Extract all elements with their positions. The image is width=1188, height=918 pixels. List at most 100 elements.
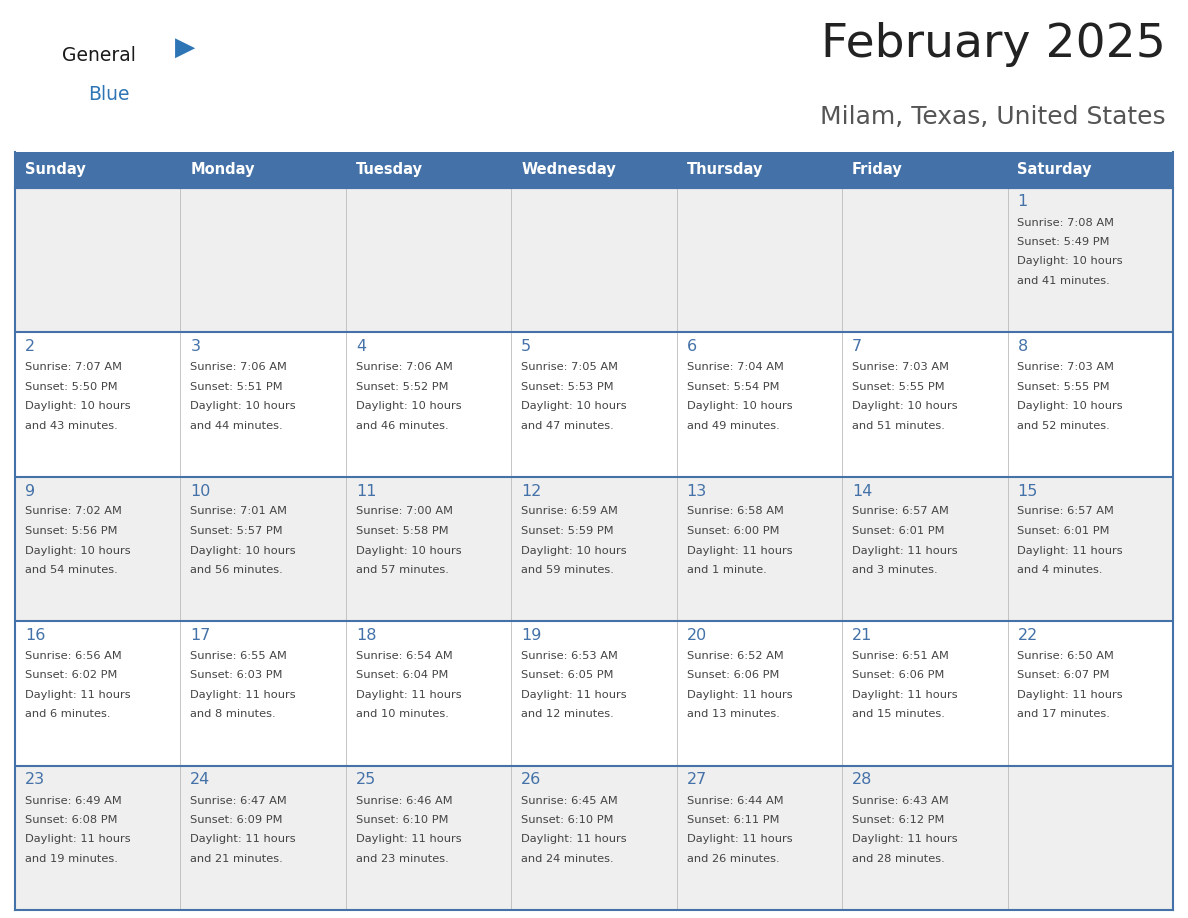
- Text: Daylight: 11 hours: Daylight: 11 hours: [1017, 545, 1123, 555]
- Text: 6: 6: [687, 339, 697, 354]
- Bar: [842, 152, 1007, 187]
- Text: and 21 minutes.: and 21 minutes.: [190, 854, 283, 864]
- Text: 28: 28: [852, 773, 872, 788]
- Text: and 26 minutes.: and 26 minutes.: [687, 854, 779, 864]
- Text: 15: 15: [1017, 484, 1038, 498]
- Bar: [181, 766, 346, 910]
- Bar: [677, 187, 842, 332]
- Text: Daylight: 10 hours: Daylight: 10 hours: [687, 401, 792, 411]
- Text: Sunrise: 6:43 AM: Sunrise: 6:43 AM: [852, 796, 949, 805]
- Bar: [181, 187, 346, 332]
- Bar: [511, 621, 677, 766]
- Bar: [1007, 187, 1173, 332]
- Text: Sunrise: 7:03 AM: Sunrise: 7:03 AM: [1017, 362, 1114, 372]
- Text: Sunday: Sunday: [25, 162, 86, 177]
- Bar: [1007, 621, 1173, 766]
- Bar: [511, 187, 677, 332]
- Text: and 57 minutes.: and 57 minutes.: [355, 565, 449, 575]
- Text: and 59 minutes.: and 59 minutes.: [522, 565, 614, 575]
- Text: Sunset: 6:06 PM: Sunset: 6:06 PM: [852, 670, 944, 680]
- Text: Sunrise: 7:00 AM: Sunrise: 7:00 AM: [355, 507, 453, 517]
- Text: Sunrise: 6:58 AM: Sunrise: 6:58 AM: [687, 507, 784, 517]
- Text: and 23 minutes.: and 23 minutes.: [355, 854, 449, 864]
- Text: Sunset: 6:11 PM: Sunset: 6:11 PM: [687, 815, 779, 825]
- Text: Sunrise: 6:49 AM: Sunrise: 6:49 AM: [25, 796, 121, 805]
- Text: Sunrise: 6:51 AM: Sunrise: 6:51 AM: [852, 651, 949, 661]
- Text: 14: 14: [852, 484, 872, 498]
- Text: Daylight: 11 hours: Daylight: 11 hours: [687, 834, 792, 845]
- Bar: [1007, 476, 1173, 621]
- Bar: [842, 621, 1007, 766]
- Text: Sunset: 5:55 PM: Sunset: 5:55 PM: [852, 382, 944, 391]
- Bar: [511, 332, 677, 476]
- Text: Daylight: 10 hours: Daylight: 10 hours: [1017, 256, 1123, 266]
- Text: Daylight: 11 hours: Daylight: 11 hours: [852, 834, 958, 845]
- Text: Daylight: 10 hours: Daylight: 10 hours: [190, 401, 296, 411]
- Text: 25: 25: [355, 773, 377, 788]
- Bar: [15, 187, 181, 332]
- Bar: [842, 332, 1007, 476]
- Text: Sunrise: 6:46 AM: Sunrise: 6:46 AM: [355, 796, 453, 805]
- Text: Sunrise: 7:04 AM: Sunrise: 7:04 AM: [687, 362, 784, 372]
- Text: Daylight: 11 hours: Daylight: 11 hours: [1017, 690, 1123, 700]
- Text: Daylight: 10 hours: Daylight: 10 hours: [522, 401, 627, 411]
- Text: ▶: ▶: [175, 35, 195, 61]
- Text: Sunset: 5:53 PM: Sunset: 5:53 PM: [522, 382, 614, 391]
- Text: 7: 7: [852, 339, 862, 354]
- Text: Daylight: 10 hours: Daylight: 10 hours: [522, 545, 627, 555]
- Text: 12: 12: [522, 484, 542, 498]
- Text: Sunrise: 6:55 AM: Sunrise: 6:55 AM: [190, 651, 287, 661]
- Bar: [677, 621, 842, 766]
- Text: Sunrise: 7:05 AM: Sunrise: 7:05 AM: [522, 362, 618, 372]
- Text: Saturday: Saturday: [1017, 162, 1092, 177]
- Text: Sunrise: 6:57 AM: Sunrise: 6:57 AM: [1017, 507, 1114, 517]
- Text: and 51 minutes.: and 51 minutes.: [852, 420, 944, 431]
- Text: and 6 minutes.: and 6 minutes.: [25, 710, 110, 720]
- Text: 13: 13: [687, 484, 707, 498]
- Text: Daylight: 10 hours: Daylight: 10 hours: [355, 545, 461, 555]
- Bar: [15, 152, 181, 187]
- Text: Daylight: 11 hours: Daylight: 11 hours: [522, 834, 627, 845]
- Text: Sunrise: 6:54 AM: Sunrise: 6:54 AM: [355, 651, 453, 661]
- Text: 19: 19: [522, 628, 542, 643]
- Text: Thursday: Thursday: [687, 162, 763, 177]
- Text: Daylight: 10 hours: Daylight: 10 hours: [25, 401, 131, 411]
- Text: and 4 minutes.: and 4 minutes.: [1017, 565, 1102, 575]
- Text: Sunrise: 7:08 AM: Sunrise: 7:08 AM: [1017, 218, 1114, 228]
- Text: and 52 minutes.: and 52 minutes.: [1017, 420, 1111, 431]
- Bar: [346, 621, 511, 766]
- Bar: [842, 766, 1007, 910]
- Bar: [1007, 766, 1173, 910]
- Bar: [511, 152, 677, 187]
- Text: Sunrise: 7:03 AM: Sunrise: 7:03 AM: [852, 362, 949, 372]
- Text: and 44 minutes.: and 44 minutes.: [190, 420, 283, 431]
- Text: 22: 22: [1017, 628, 1038, 643]
- Text: 8: 8: [1017, 339, 1028, 354]
- Text: Sunset: 5:55 PM: Sunset: 5:55 PM: [1017, 382, 1110, 391]
- Text: Sunrise: 6:56 AM: Sunrise: 6:56 AM: [25, 651, 121, 661]
- Text: Sunset: 5:58 PM: Sunset: 5:58 PM: [355, 526, 448, 536]
- Text: Sunset: 5:49 PM: Sunset: 5:49 PM: [1017, 237, 1110, 247]
- Text: and 8 minutes.: and 8 minutes.: [190, 710, 276, 720]
- Text: Sunrise: 6:45 AM: Sunrise: 6:45 AM: [522, 796, 618, 805]
- Bar: [1007, 152, 1173, 187]
- Text: Sunset: 6:12 PM: Sunset: 6:12 PM: [852, 815, 944, 825]
- Bar: [15, 621, 181, 766]
- Text: Sunrise: 6:57 AM: Sunrise: 6:57 AM: [852, 507, 949, 517]
- Text: 2: 2: [25, 339, 36, 354]
- Text: General: General: [62, 46, 135, 64]
- Text: Sunrise: 6:47 AM: Sunrise: 6:47 AM: [190, 796, 287, 805]
- Text: Daylight: 10 hours: Daylight: 10 hours: [852, 401, 958, 411]
- Text: Sunrise: 6:50 AM: Sunrise: 6:50 AM: [1017, 651, 1114, 661]
- Bar: [15, 332, 181, 476]
- Text: Sunset: 5:59 PM: Sunset: 5:59 PM: [522, 526, 614, 536]
- Text: and 10 minutes.: and 10 minutes.: [355, 710, 449, 720]
- Text: and 56 minutes.: and 56 minutes.: [190, 565, 283, 575]
- Bar: [677, 476, 842, 621]
- Text: and 17 minutes.: and 17 minutes.: [1017, 710, 1111, 720]
- Text: Sunset: 6:10 PM: Sunset: 6:10 PM: [522, 815, 614, 825]
- Text: February 2025: February 2025: [821, 22, 1165, 67]
- Bar: [677, 332, 842, 476]
- Text: Wednesday: Wednesday: [522, 162, 615, 177]
- Bar: [181, 152, 346, 187]
